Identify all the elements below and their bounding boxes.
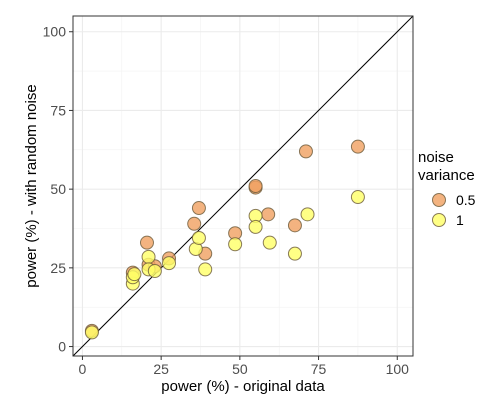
y-tick-label: 50: [50, 181, 66, 197]
data-point-noise-1: [127, 267, 142, 282]
data-point-noise-1: [262, 235, 277, 250]
data-point-noise-1: [228, 237, 243, 252]
data-point-noise-1: [84, 325, 99, 340]
data-point-noise-0-5: [191, 201, 206, 216]
data-point-noise-1: [191, 230, 206, 245]
x-tick-label: 100: [386, 361, 410, 377]
data-point-noise-0-5: [298, 144, 313, 159]
data-point-noise-0-5: [248, 179, 263, 193]
x-tick-label: 0: [79, 361, 87, 377]
data-point-noise-1: [300, 207, 315, 222]
data-point-noise-0-5: [187, 216, 202, 231]
tick-labels: 0 25 50 75 100 0 25 50 75 100: [43, 24, 410, 377]
legend-items: 0.51: [432, 192, 476, 228]
data-point-noise-1: [141, 249, 156, 264]
plot-panel-border: [72, 15, 414, 357]
data-point-noise-1: [162, 256, 177, 271]
legend-key-1: [432, 213, 446, 227]
data-points: [84, 139, 365, 340]
data-point-noise-1: [248, 219, 263, 234]
data-point-noise-0-5: [350, 139, 365, 154]
legend-title-line1: noise: [418, 149, 454, 166]
data-point-noise-1: [350, 190, 365, 205]
data-point-noise-0-5: [139, 235, 154, 250]
y-tick-label: 0: [58, 339, 66, 355]
x-axis-title: power (%) - original data: [161, 378, 325, 395]
y-axis-title: power (%) - with random noise: [23, 84, 40, 287]
axis-ticks: [69, 31, 398, 360]
grid: [73, 16, 413, 356]
y-tick-label: 75: [50, 102, 66, 118]
x-tick-label: 25: [153, 361, 169, 377]
data-point-noise-0-5: [261, 207, 276, 222]
identity-line: [72, 15, 414, 357]
data-point-noise-1: [198, 262, 213, 277]
y-tick-label: 100: [43, 24, 67, 40]
x-tick-label: 75: [311, 361, 327, 377]
data-point-noise-0-5: [287, 218, 302, 233]
legend-label-1: 1: [456, 212, 464, 228]
legend-label-0-5: 0.5: [456, 192, 476, 208]
y-tick-label: 25: [50, 260, 66, 276]
identity-reference-line: [72, 15, 414, 357]
legend: noise variance 0.51: [418, 149, 476, 228]
data-point-noise-1: [147, 264, 162, 278]
legend-title-line2: variance: [418, 167, 475, 184]
legend-key-0-5: [432, 193, 446, 207]
x-tick-label: 50: [232, 361, 248, 377]
data-point-noise-1: [287, 246, 302, 261]
